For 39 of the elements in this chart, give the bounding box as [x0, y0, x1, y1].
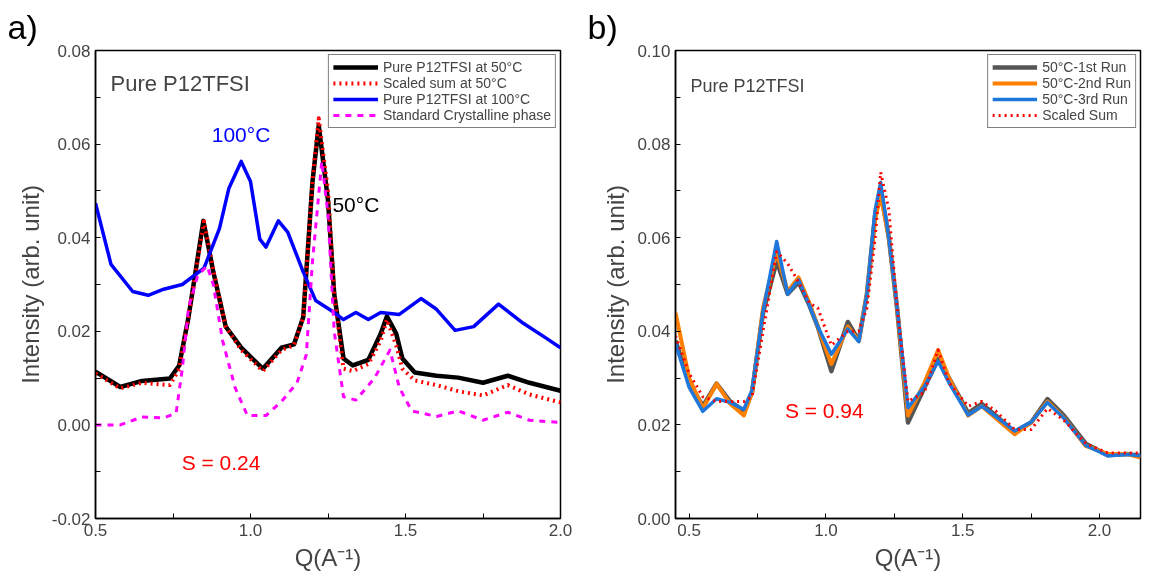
y-tick-label: 0.00 — [57, 415, 91, 435]
x-tick-label: 1.5 — [950, 520, 975, 540]
annotation: S = 0.94 — [784, 399, 865, 423]
y-tick-label: 0.02 — [637, 415, 671, 435]
legend-label: 50°C-1st Run — [1042, 59, 1127, 75]
legend-label: Standard Crystalline phase — [382, 107, 551, 123]
y-tick-label: 0.02 — [57, 322, 91, 342]
text: Pure P12TFSI — [690, 75, 805, 96]
y-tick-label: 0.04 — [57, 228, 91, 248]
line-series — [95, 159, 561, 350]
legend-label: 50°C-2nd Run — [1042, 75, 1131, 91]
text: a) — [7, 7, 38, 46]
x-tick-label: 0.5 — [677, 520, 701, 540]
text: b) — [587, 7, 618, 46]
annotation: 50°C — [332, 193, 380, 217]
y-tick-label: 0.04 — [637, 322, 671, 342]
x-tick-label: 2.0 — [548, 520, 573, 540]
y-tick-label: 0.10 — [637, 41, 671, 61]
legend-label: Pure P12TFSI at 50°C — [382, 59, 523, 75]
x-tick-label: 1.0 — [814, 520, 838, 540]
x-axis-title: Q(A⁻¹) — [294, 543, 362, 571]
legend-label: Scaled Sum — [1042, 107, 1118, 123]
y-tick-label: 0.08 — [57, 41, 91, 61]
annotation: 100°C — [211, 123, 271, 147]
x-tick-label: 1.5 — [393, 520, 418, 540]
y-axis-title: Intensity (arb. unit) — [602, 185, 630, 384]
y-tick-label: 0.08 — [637, 135, 671, 155]
y-tick-label: 0.06 — [57, 135, 91, 155]
y-tick-label: 0.00 — [637, 509, 671, 529]
legend-label: Scaled sum at 50°C — [382, 75, 507, 91]
y-tick-label: 0.06 — [637, 228, 671, 248]
annotation: S = 0.24 — [181, 450, 261, 474]
x-tick-label: 2.0 — [1087, 520, 1112, 540]
y-axis-title: Intensity (arb. unit) — [16, 185, 44, 384]
x-axis-title: Q(A⁻¹) — [874, 543, 942, 571]
legend-label: Pure P12TFSI at 100°C — [382, 91, 531, 107]
legend-label: 50°C-3rd Run — [1042, 91, 1128, 107]
text: Pure P12TFSI — [110, 70, 250, 96]
x-tick-label: 1.0 — [238, 520, 263, 540]
